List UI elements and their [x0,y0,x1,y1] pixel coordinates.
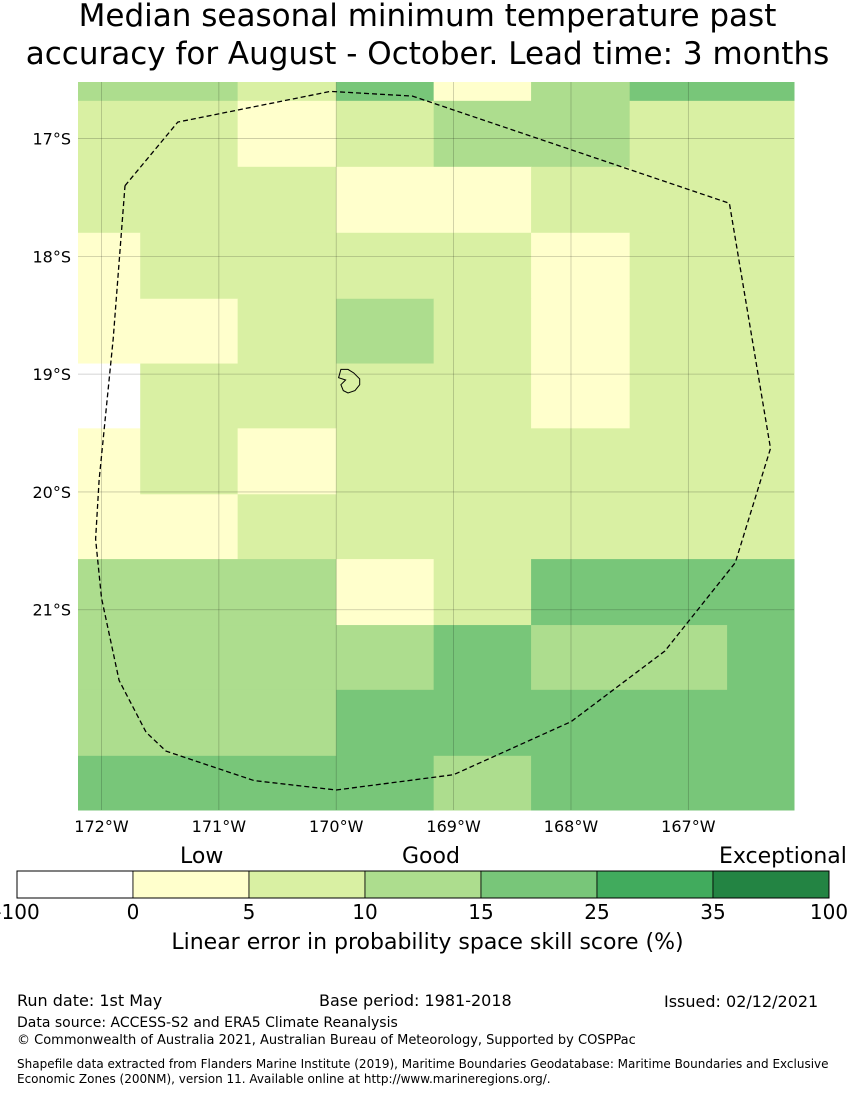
colorbar-swatch [16,870,134,899]
skill-cell [78,494,239,560]
skill-cell [433,755,532,811]
skill-cell [531,559,795,626]
skill-cell [336,559,435,626]
data-source: Data source: ACCESS-S2 and ERA5 Climate … [17,1015,398,1031]
shapefile-credit-1: Shapefile data extracted from Flanders M… [17,1057,829,1071]
graticule [78,82,794,810]
skill-cell [78,559,337,626]
skill-cell [78,298,239,365]
legend-exceptional-label: Exceptional [719,844,847,869]
lon-tick-label: 172°W [74,817,129,836]
skill-cell [433,298,532,365]
colorbar-swatch [132,870,250,899]
axis-ticks: 172°W 171°W 170°W 169°W 168°W 167°W 17°S 18°S 19… [32,130,715,836]
map-title-line-2: accuracy for August - October. Lead time… [25,36,830,72]
skill-cell [237,298,337,365]
lon-tick-label: 167°W [661,817,716,836]
skill-cell [78,232,141,300]
skill-cell [433,82,532,102]
colorbar-title: Linear error in probability space skill … [171,930,684,955]
skill-cell [531,625,728,691]
skill-cell [433,100,631,168]
skill-cell [237,82,337,102]
colorbar-swatch [248,870,366,899]
skill-cell [531,755,795,811]
colorbar-tick: 5 [242,900,256,924]
skill-cell [237,100,337,168]
colorbar-swatch [596,870,714,899]
colorbar-swatch [364,870,482,899]
skill-cell [336,625,435,691]
colorbar-tick: 15 [468,900,494,924]
colorbar-tick: -100 [0,900,40,924]
skill-cell [237,494,795,560]
lon-tick-label: 169°W [426,817,481,836]
skill-cell [78,689,337,757]
skill-cell [78,363,141,429]
colorbar [16,870,830,899]
base-period: Base period: 1981-2018 [319,991,512,1010]
lat-tick-label: 21°S [32,601,71,620]
lon-tick-label: 171°W [192,817,247,836]
run-date: Run date: 1st May [17,991,163,1010]
eez-boundary [94,90,772,791]
colorbar-tick: 35 [700,900,726,924]
skill-cell [78,625,337,691]
colorbar-outline [16,870,830,899]
skill-cell [336,82,435,102]
skill-cell [531,82,631,102]
skill-cell [336,166,532,234]
colorbar-swatch [712,870,830,899]
skill-cell [336,689,795,757]
lat-tick-label: 18°S [32,247,71,266]
colorbar-tick: 0 [126,900,140,924]
skill-cell [531,232,631,300]
skill-cell [237,428,337,495]
shapefile-credit-2: Economic Zones (200NM), version 11. Avai… [17,1072,551,1086]
colorbar-tick: 100 [809,900,849,924]
lon-tick-label: 170°W [309,817,364,836]
issued-date: Issued: 02/12/2021 [664,992,819,1011]
skill-cell [140,232,532,300]
skill-cell [531,363,631,429]
skill-cell [531,166,795,234]
boundaries [94,90,772,791]
skill-cell [433,625,532,691]
skill-cell [629,363,795,429]
skill-cell [629,82,795,102]
legend-good-label: Good [402,844,460,869]
skill-cell [336,298,435,365]
skill-cell [629,298,795,365]
copyright: © Commonwealth of Australia 2021, Austra… [17,1033,636,1048]
skill-cell [727,625,795,691]
map-title-line-1: Median seasonal minimum temperature past [78,0,777,34]
colorbar-swatch [480,870,598,899]
lat-tick-label: 20°S [32,483,71,502]
island-outline [337,368,361,394]
colorbar-tick: 10 [352,900,378,924]
skill-cell [140,428,239,495]
skill-cell [531,298,631,365]
skill-cell [629,100,795,168]
skill-cell [78,82,239,102]
skill-cell [336,100,435,168]
skill-cell [78,166,337,234]
skill-cell [78,428,141,495]
skill-cell [78,755,435,811]
lon-tick-label: 168°W [544,817,599,836]
skill-cell [433,559,532,626]
skill-cell [78,100,239,168]
skill-grid [78,82,795,811]
legend-low-label: Low [180,844,224,869]
skill-cell [140,363,532,429]
lat-tick-label: 19°S [32,365,71,384]
colorbar-tick: 25 [584,900,610,924]
lat-tick-label: 17°S [32,130,71,149]
skill-cell [629,232,795,300]
skill-cell [336,428,795,495]
